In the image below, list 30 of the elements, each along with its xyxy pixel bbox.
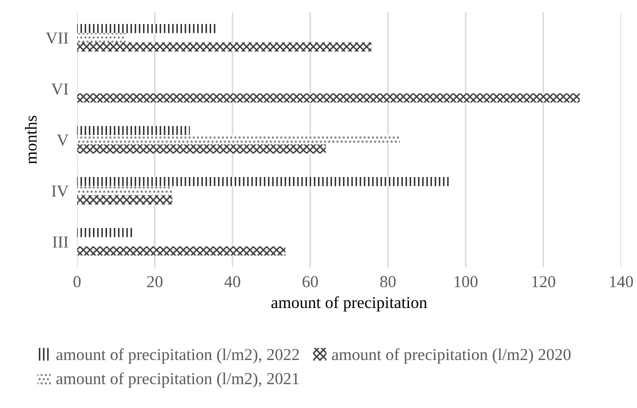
legend-label: amount of precipitation (l/m2), 2021 xyxy=(56,372,299,388)
y-tick-label: VII xyxy=(46,32,68,44)
x-tick-label: 120 xyxy=(532,276,556,288)
bar xyxy=(77,93,580,103)
y-tick-label: V xyxy=(56,134,69,146)
x-tick-label: 80 xyxy=(380,276,396,288)
y-tick-label: IV xyxy=(52,186,69,197)
bar xyxy=(77,186,172,196)
y-tick-label: VI xyxy=(51,84,68,95)
y-tick-label: III xyxy=(52,236,68,248)
bar xyxy=(77,228,134,238)
bar xyxy=(77,246,286,256)
bar xyxy=(77,126,190,136)
legend-label: amount of precipitation (l/m2) 2020 xyxy=(332,348,571,364)
bar xyxy=(77,195,172,205)
x-tick-label: 20 xyxy=(147,276,162,288)
y-axis-title: months xyxy=(24,116,37,164)
bar xyxy=(77,42,372,52)
x-tick-label: 40 xyxy=(224,276,240,288)
x-tick-label: 100 xyxy=(454,276,478,288)
bar xyxy=(77,135,400,144)
bar xyxy=(77,144,326,154)
bar xyxy=(77,176,451,186)
x-tick-label: 140 xyxy=(610,276,633,288)
x-tick-label: 60 xyxy=(302,276,318,288)
x-tick-label: 0 xyxy=(74,276,81,288)
bar xyxy=(77,33,126,42)
x-axis-title: amount of precipitation xyxy=(271,296,428,312)
legend-label: amount of precipitation (l/m2), 2022 xyxy=(56,348,299,364)
bar xyxy=(77,24,216,34)
